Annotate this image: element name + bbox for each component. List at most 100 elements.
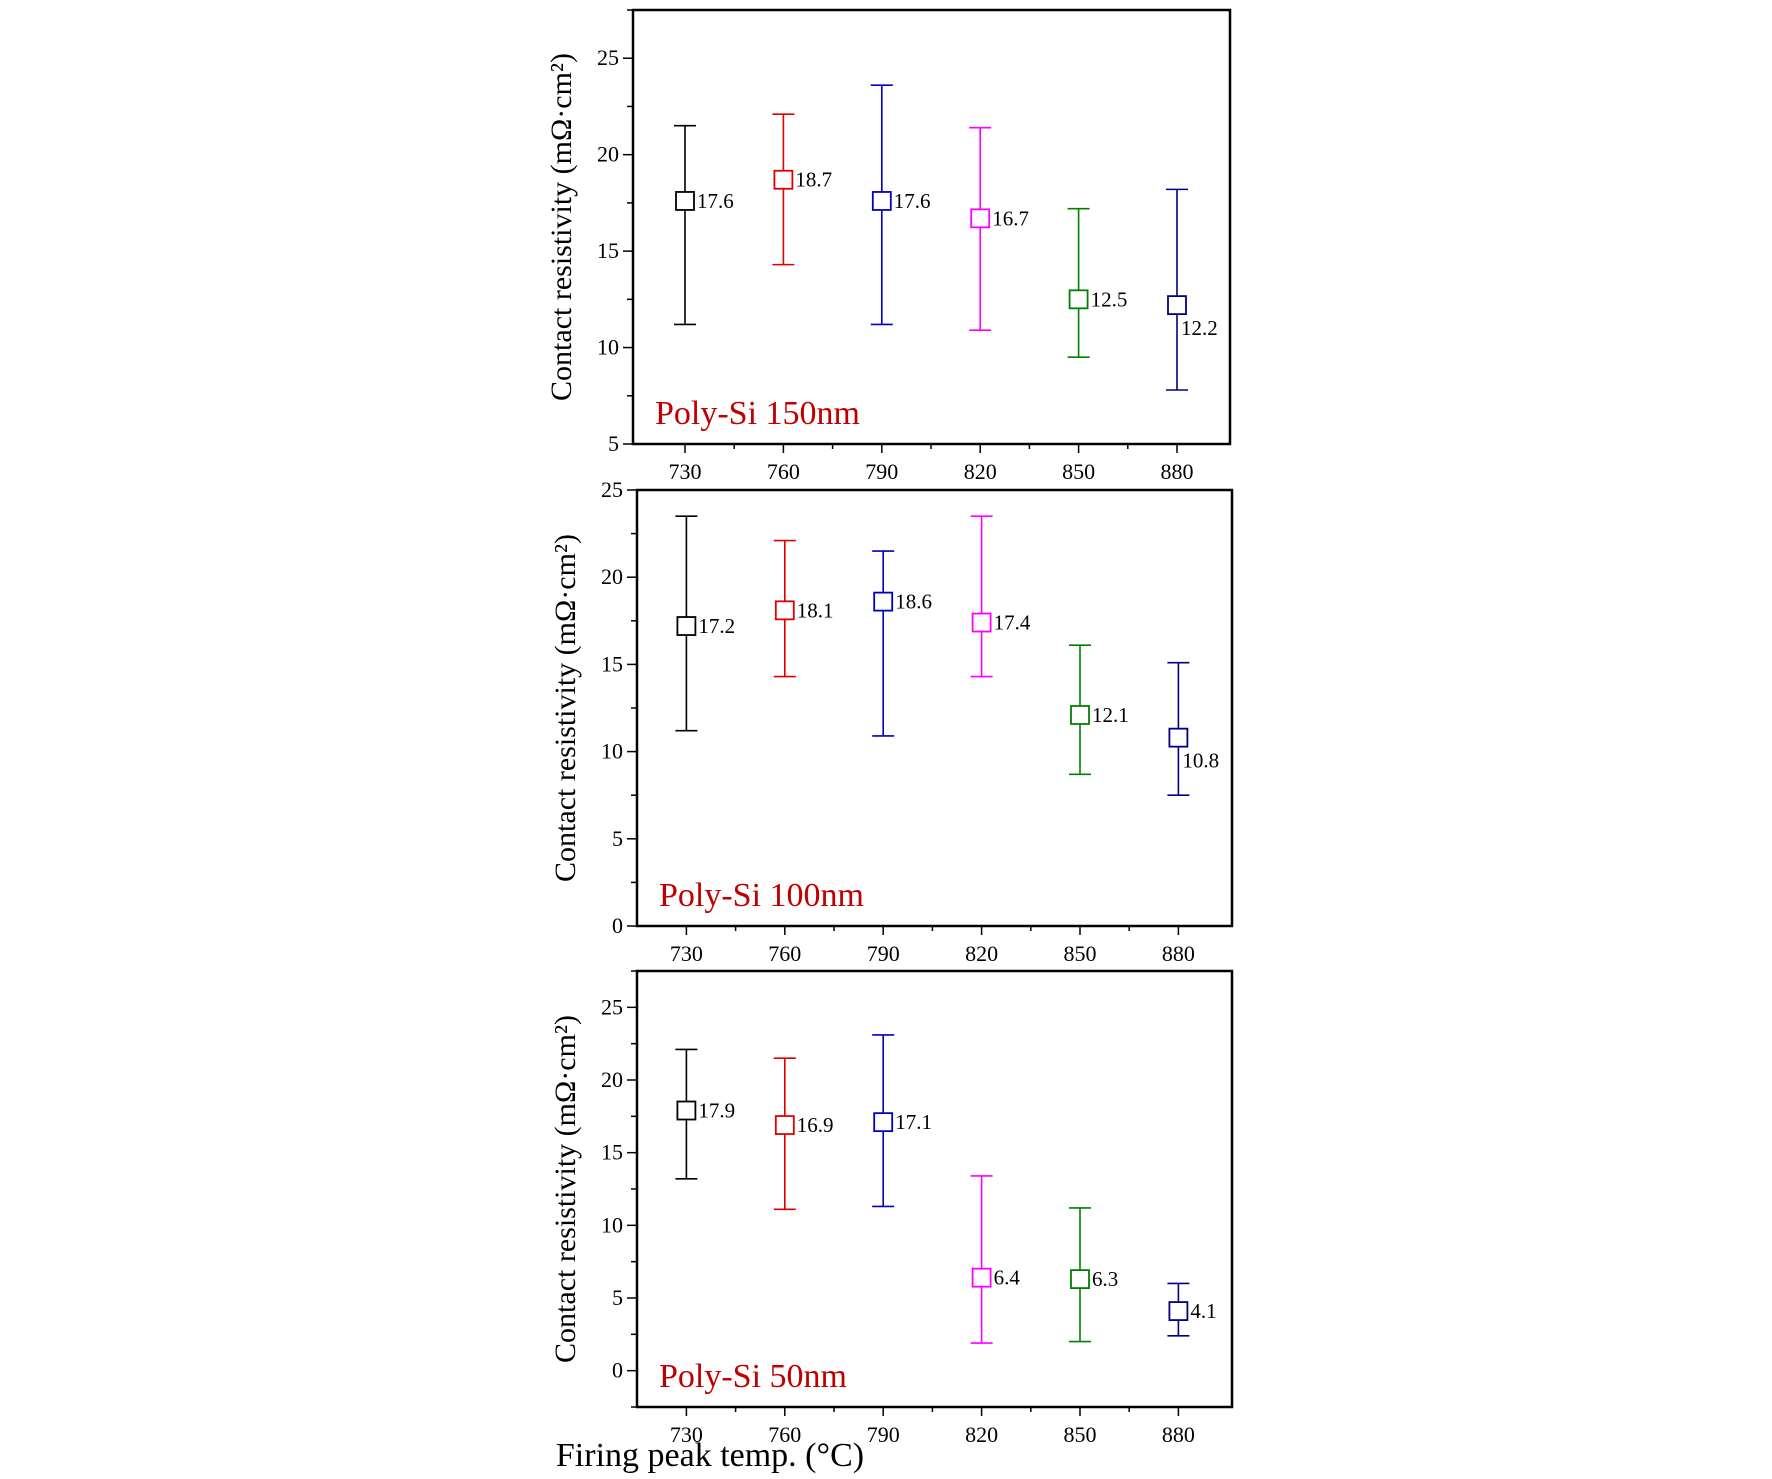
data-label: 17.6 <box>894 189 931 213</box>
data-point-group: 18.1 <box>773 539 834 678</box>
data-label: 4.1 <box>1190 1299 1216 1323</box>
data-point-group: 4.1 <box>1167 1282 1217 1337</box>
y-tick-label: 0 <box>612 1358 623 1383</box>
x-tick-label: 790 <box>867 1422 900 1447</box>
data-label: 17.2 <box>698 614 735 638</box>
square-marker <box>675 191 695 211</box>
y-axis-title: Contact resistivity (mΩ·cm²) <box>549 534 582 882</box>
data-point-group: 17.4 <box>970 515 1031 678</box>
panels-group: 5 10 15 20 25 730 760 790 820 850 880 Contact resis… <box>545 8 1234 1447</box>
y-tick-label: 20 <box>601 1067 623 1092</box>
x-axis-title: Firing peak temp. (°C) <box>556 1437 864 1474</box>
y-tick-label: 25 <box>597 45 619 70</box>
data-point-group: 12.1 <box>1069 644 1129 776</box>
panel-label: Poly-Si 150nm <box>655 395 860 432</box>
plot-frame <box>635 488 1234 928</box>
x-tick-label: 850 <box>1062 459 1095 484</box>
chart-panel-2: 0 5 10 15 20 25 730 760 790 820 850 880 Contact resi… <box>549 477 1234 966</box>
data-point-group: 17.6 <box>870 84 931 326</box>
square-marker <box>1068 289 1089 310</box>
y-tick-label: 5 <box>608 431 619 456</box>
square-marker <box>773 169 794 190</box>
y-tick-label: 25 <box>601 477 623 502</box>
data-label: 12.5 <box>1091 287 1128 311</box>
y-tick-label: 25 <box>601 994 623 1019</box>
data-label: 17.6 <box>697 189 734 213</box>
square-marker <box>774 600 795 621</box>
square-marker <box>676 616 697 636</box>
y-tick-label: 10 <box>597 335 619 360</box>
data-point-group: 16.7 <box>969 126 1029 331</box>
data-label: 6.4 <box>994 1266 1021 1290</box>
y-tick-label: 15 <box>601 651 623 676</box>
square-marker <box>970 208 991 229</box>
data-label: 17.4 <box>994 611 1031 635</box>
x-tick-label: 880 <box>1162 1422 1195 1447</box>
x-tick-label: 730 <box>670 941 703 966</box>
square-marker <box>774 1115 795 1135</box>
data-label: 17.1 <box>895 1110 932 1134</box>
x-tick-label: 760 <box>768 1422 801 1447</box>
data-label: 18.1 <box>797 598 834 622</box>
data-label: 16.7 <box>992 206 1029 230</box>
square-marker <box>1168 1301 1189 1321</box>
y-tick-label: 15 <box>597 238 619 263</box>
x-tick-label: 790 <box>865 459 898 484</box>
data-point-group: 16.9 <box>773 1057 834 1211</box>
data-label: 18.7 <box>795 168 832 192</box>
y-tick-label: 10 <box>601 739 623 764</box>
x-tick-label: 880 <box>1162 941 1195 966</box>
data-point-group: 6.4 <box>970 1175 1021 1344</box>
plot-frame <box>635 969 1234 1409</box>
square-marker <box>971 1267 992 1288</box>
y-tick-label: 5 <box>612 1285 623 1310</box>
data-label: 18.6 <box>895 590 932 614</box>
data-point-group: 10.8 <box>1167 661 1219 797</box>
square-marker <box>871 191 892 211</box>
square-marker <box>873 1112 894 1133</box>
data-point-group: 17.9 <box>675 1048 735 1180</box>
chart-panel-3: 0 5 10 15 20 25 730 760 790 820 850 880 Contact resi… <box>549 969 1234 1447</box>
plot-frame <box>631 8 1232 446</box>
y-tick-label: 5 <box>612 826 623 851</box>
data-label: 17.9 <box>698 1099 735 1123</box>
square-marker <box>1070 705 1090 725</box>
y-tick-label: 15 <box>601 1140 623 1165</box>
square-marker <box>971 612 992 633</box>
x-tick-label: 850 <box>1064 1422 1097 1447</box>
data-point-group: 17.1 <box>872 1034 932 1208</box>
data-point-group: 12.5 <box>1067 207 1128 359</box>
y-axis-title: Contact resistivity (mΩ·cm²) <box>549 1015 582 1363</box>
square-marker <box>1168 727 1189 748</box>
data-point-group: 17.2 <box>675 515 735 732</box>
square-marker <box>1167 295 1187 316</box>
x-tick-label: 820 <box>964 459 997 484</box>
square-marker <box>873 591 894 612</box>
panel-label: Poly-Si 100nm <box>659 877 864 914</box>
square-marker <box>1070 1269 1090 1290</box>
data-point-group: 17.6 <box>674 124 734 326</box>
y-tick-label: 20 <box>597 142 619 167</box>
y-tick-label: 0 <box>612 913 623 938</box>
x-tick-label: 730 <box>670 1422 703 1447</box>
x-tick-label: 820 <box>965 1422 998 1447</box>
data-label: 16.9 <box>797 1113 834 1137</box>
chart-panel-1: 5 10 15 20 25 730 760 790 820 850 880 Contact resis… <box>545 8 1232 484</box>
data-label: 12.1 <box>1092 703 1129 727</box>
data-label: 6.3 <box>1092 1267 1118 1291</box>
x-tick-label: 760 <box>767 459 800 484</box>
x-tick-label: 760 <box>768 941 801 966</box>
y-tick-label: 10 <box>601 1212 623 1237</box>
data-point-group: 12.2 <box>1166 188 1218 391</box>
square-marker <box>676 1100 697 1121</box>
data-label: 12.2 <box>1181 316 1218 340</box>
y-axis-title: Contact resistivity (mΩ·cm²) <box>545 53 578 401</box>
y-tick-label: 20 <box>601 564 623 589</box>
x-tick-label: 730 <box>669 459 702 484</box>
x-tick-label: 850 <box>1064 941 1097 966</box>
x-tick-label: 820 <box>965 941 998 966</box>
data-point-group: 6.3 <box>1069 1207 1118 1343</box>
x-tick-label: 790 <box>867 941 900 966</box>
data-point-group: 18.7 <box>772 113 832 266</box>
